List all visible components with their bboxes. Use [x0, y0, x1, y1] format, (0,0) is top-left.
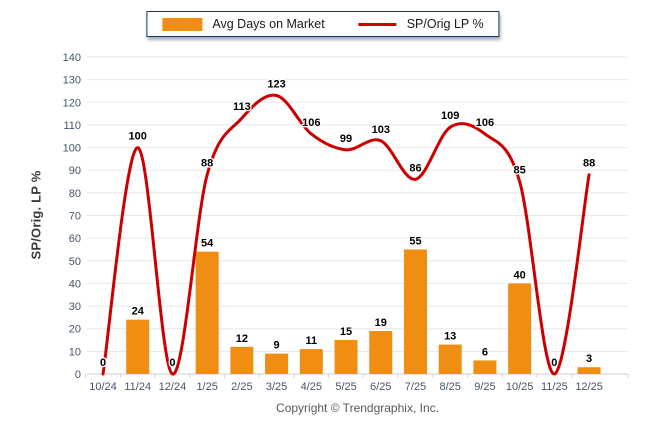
x-tick-label: 11/24 [124, 381, 151, 393]
y-tick-label: 130 [63, 75, 81, 87]
bar [438, 344, 462, 374]
copyright-text: Copyright © Trendgraphix, Inc. [276, 401, 439, 415]
bar [403, 249, 427, 374]
y-tick-label: 120 [63, 97, 81, 109]
x-tick-label: 7/25 [405, 381, 426, 393]
x-tick-label: 2/25 [231, 381, 252, 393]
x-tick-label: 3/25 [266, 381, 287, 393]
line-value-label: 106 [476, 117, 494, 129]
line-value-label: 123 [267, 78, 285, 90]
x-tick-label: 9/25 [474, 381, 495, 393]
y-tick-label: 0 [75, 369, 81, 381]
y-tick-label: 90 [69, 165, 81, 177]
line-value-label: 86 [409, 162, 421, 174]
bar-value-label: 55 [409, 235, 421, 247]
bar-value-label: 15 [340, 326, 352, 338]
bar [230, 346, 254, 374]
bar [299, 349, 323, 374]
bar-value-label: 40 [514, 269, 526, 281]
x-tick-label: 1/25 [196, 381, 217, 393]
line-value-label: 0 [551, 357, 557, 369]
bar-value-label: 19 [375, 317, 387, 329]
x-tick-label: 11/25 [541, 381, 568, 393]
bar-value-label: 3 [586, 353, 592, 365]
bar-value-label: 54 [201, 238, 214, 250]
y-tick-label: 30 [69, 301, 81, 313]
legend-line-swatch [358, 22, 397, 26]
line-value-label: 100 [129, 131, 147, 143]
y-axis-title: SP/Orig. LP % [28, 170, 44, 260]
bar [334, 340, 358, 374]
line-value-label: 103 [372, 124, 390, 136]
x-tick-label: 4/25 [301, 381, 322, 393]
line-value-label: 0 [100, 357, 106, 369]
y-tick-label: 80 [69, 188, 81, 200]
x-tick-label: 8/25 [439, 381, 460, 393]
y-tick-label: 50 [69, 256, 81, 268]
bar-value-label: 13 [444, 331, 456, 343]
line-value-label: 109 [441, 110, 459, 122]
bar [265, 353, 289, 374]
bar [473, 360, 497, 374]
legend-bar-label: Avg Days on Market [212, 17, 325, 31]
bar [369, 330, 393, 374]
line-value-label: 113 [233, 101, 251, 113]
x-tick-label: 5/25 [335, 381, 356, 393]
legend-bar-swatch [162, 17, 203, 31]
y-tick-label: 70 [69, 211, 81, 223]
line-value-label: 88 [583, 158, 595, 170]
line-value-label: 88 [201, 158, 213, 170]
bar [195, 251, 219, 374]
x-tick-label: 6/25 [370, 381, 391, 393]
bar-value-label: 12 [236, 333, 248, 345]
bar-value-label: 24 [132, 306, 145, 318]
bar [126, 319, 150, 374]
sp-orig-lp-line [101, 93, 591, 376]
y-tick-label: 10 [69, 346, 81, 358]
x-tick-label: 12/25 [575, 381, 603, 393]
y-tick-label: 110 [63, 120, 81, 132]
bar-value-label: 11 [305, 335, 317, 347]
x-tick-label: 10/24 [89, 381, 117, 393]
y-tick-label: 100 [63, 143, 81, 155]
chart-legend: Avg Days on Market SP/Orig LP % [146, 11, 500, 37]
line-value-label: 106 [302, 117, 320, 129]
legend-line-label: SP/Orig LP % [406, 17, 484, 31]
bar [508, 283, 532, 374]
bar-value-label: 9 [274, 340, 280, 352]
y-tick-label: 140 [63, 52, 81, 64]
bar-value-label: 6 [482, 346, 488, 358]
bar [577, 367, 601, 374]
x-tick-label: 12/24 [159, 381, 187, 393]
line-value-label: 85 [514, 165, 526, 177]
y-tick-label: 60 [69, 233, 81, 245]
y-tick-label: 40 [69, 278, 81, 290]
y-tick-label: 20 [69, 324, 81, 336]
line-value-label: 0 [169, 357, 175, 369]
line-value-label: 99 [340, 133, 352, 145]
x-tick-label: 10/25 [506, 381, 534, 393]
